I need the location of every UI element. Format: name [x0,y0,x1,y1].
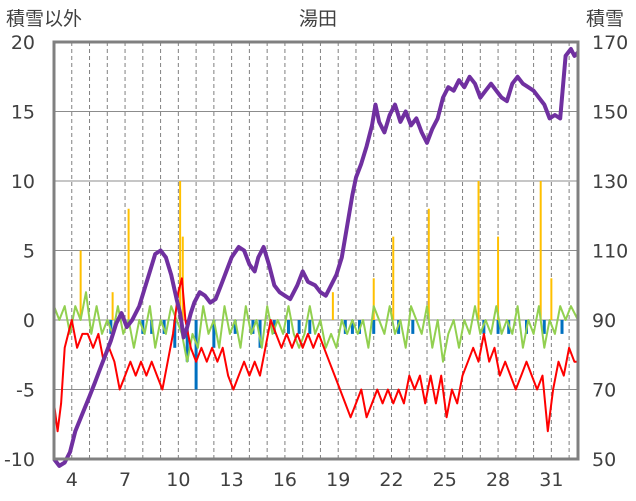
left-axis-title: 積雪以外 [6,8,82,30]
x-axis: 4 7 10 13 16 19 22 25 28 31 [66,469,564,491]
x-tick-label: 25 [433,469,457,491]
plot-frame [52,40,580,461]
left-tick-label: 0 [23,310,35,332]
blue-series-bar [185,320,189,362]
blue-series-bar [233,320,237,334]
green-series-line [53,291,579,363]
right-tick-label: 150 [592,102,628,124]
blue-series-bar [496,320,500,334]
blue-series-bar [542,320,546,334]
blue-series-bar [173,320,177,348]
right-tick-label: 90 [592,310,616,332]
blue-series-bar [411,320,415,334]
red-series-line [53,277,578,433]
left-axis: -10 -5 0 5 10 15 20 [4,32,35,471]
x-tick-label: 16 [273,469,297,491]
x-tick-label: 10 [166,469,190,491]
blue-series-bar [560,320,564,334]
blue-series-bar [286,320,290,334]
right-tick-label: 110 [592,241,628,263]
x-tick-label: 28 [486,469,510,491]
x-tick-label: 13 [220,469,244,491]
grid [54,42,578,459]
blue-series-bar [194,320,198,390]
blue-series-bar [297,320,301,334]
x-tick-label: 7 [119,469,131,491]
blue-series-bar [372,320,376,334]
blue-series-bar [212,320,216,348]
x-tick-label: 19 [326,469,350,491]
x-tick-label: 31 [539,469,563,491]
right-tick-label: 70 [592,380,616,402]
snow-depth-line [52,47,580,468]
chart-title: 湯田 [299,8,337,30]
x-tick-label: 22 [379,469,403,491]
right-axis: 50 70 90 110 130 150 170 [592,32,628,471]
blue-series-bar [308,320,312,334]
left-tick-label: -10 [4,449,35,471]
left-tick-label: 20 [11,32,35,54]
series-layer [52,47,580,468]
x-tick-label: 4 [66,469,78,491]
left-tick-label: 10 [11,171,35,193]
right-tick-label: 50 [592,449,616,471]
left-tick-label: -5 [16,380,35,402]
left-tick-label: 15 [11,102,35,124]
right-tick-label: 170 [592,32,628,54]
right-axis-title: 積雪 [586,8,624,30]
blue-series-bar [350,320,354,334]
right-tick-label: 130 [592,171,628,193]
left-tick-label: 5 [23,241,35,263]
